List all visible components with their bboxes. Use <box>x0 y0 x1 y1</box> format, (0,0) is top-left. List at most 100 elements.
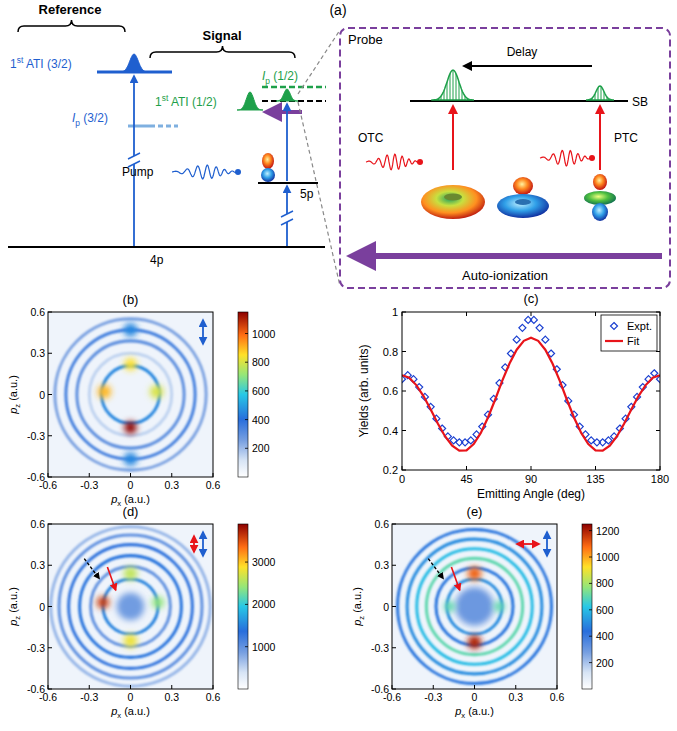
pulse-label: PTC <box>614 131 638 145</box>
tick <box>531 466 532 470</box>
spot <box>124 421 136 433</box>
tick <box>48 606 52 607</box>
level-label: SB <box>632 95 648 109</box>
peak-stripes <box>586 84 613 100</box>
tick <box>213 473 214 477</box>
colorbar-label: 1000 <box>596 551 620 563</box>
arrow <box>464 65 592 67</box>
colorbar-label: 400 <box>596 630 614 642</box>
text-part: (a.u.) <box>7 375 19 404</box>
pulse <box>366 154 420 170</box>
level-label: 4p <box>150 253 164 267</box>
peak <box>119 54 149 72</box>
level-label: 1st ATI (3/2) <box>10 55 72 71</box>
annotation-arrow <box>428 559 443 579</box>
spot <box>124 323 138 337</box>
tick <box>48 394 52 395</box>
colorbar-label: 800 <box>596 577 614 589</box>
tick <box>48 435 52 436</box>
tick-label: 0.8 <box>383 346 398 358</box>
line <box>462 68 463 100</box>
ring <box>55 319 206 470</box>
line <box>613 84 614 100</box>
ring <box>407 539 542 674</box>
axis-title: px (a.u.) <box>110 705 150 720</box>
text-part: (a.u.) <box>465 705 494 717</box>
tick-label: -0.3 <box>80 479 98 491</box>
tick <box>402 391 406 392</box>
tick <box>48 685 49 689</box>
colorbar-label: 2000 <box>252 598 276 610</box>
tick <box>402 351 406 352</box>
zoom-line <box>298 30 340 94</box>
spot <box>494 601 505 612</box>
data-point <box>513 336 520 343</box>
text-part: (3/2) <box>80 111 108 125</box>
polarization-icon <box>517 543 539 545</box>
spot <box>124 358 136 370</box>
tick-label: 0.2 <box>383 464 398 476</box>
colorbar-tick <box>589 662 592 663</box>
orbital <box>421 185 485 219</box>
tick <box>48 565 52 566</box>
tick-label: 0.6 <box>550 691 565 703</box>
brace <box>150 46 295 58</box>
line <box>281 219 293 225</box>
tick-label: 0 <box>128 691 134 703</box>
orbital-lobe <box>513 177 533 195</box>
legend-label: Fit <box>627 335 639 347</box>
image-background <box>48 524 213 689</box>
line <box>468 68 469 100</box>
tick <box>48 477 52 478</box>
tick <box>130 473 131 477</box>
tick <box>213 685 214 689</box>
tick-label: 0.3 <box>164 691 179 703</box>
pulse-label: Pump <box>122 165 154 179</box>
tick-label: 0.3 <box>164 479 179 491</box>
group-title: Reference <box>39 2 102 17</box>
ring <box>89 353 172 436</box>
tick <box>474 685 475 689</box>
colorbar-tick <box>589 530 592 531</box>
colorbar-tick <box>589 583 592 584</box>
colorbar-label: 600 <box>596 604 614 616</box>
tick <box>48 524 52 525</box>
line <box>133 76 135 156</box>
tick-label: -0.3 <box>27 430 45 442</box>
colorbar-label: 1000 <box>252 641 276 653</box>
level <box>262 86 326 89</box>
tick-label: -0.3 <box>80 691 98 703</box>
line <box>474 68 475 100</box>
ring <box>69 545 193 669</box>
line <box>444 68 445 100</box>
tick <box>48 353 52 354</box>
text-part: (a.u.) <box>351 587 363 616</box>
arrow <box>352 253 662 259</box>
image-background <box>48 312 213 477</box>
fit-line <box>402 338 660 451</box>
spot <box>150 385 164 399</box>
colorbar-label: 1200 <box>596 525 620 537</box>
spot <box>468 635 482 649</box>
zoom-line <box>298 102 340 286</box>
image-frame <box>392 524 557 689</box>
tick-label: 0 <box>128 479 134 491</box>
peak <box>237 92 263 110</box>
tick-label: -0.6 <box>27 683 45 695</box>
tick-label: 0 <box>39 601 45 613</box>
text-part: ATI (1/2) <box>168 95 216 109</box>
colorbar <box>582 524 592 689</box>
tick <box>656 430 660 431</box>
colorbar-label: 1000 <box>252 328 276 340</box>
colorbar <box>238 312 248 477</box>
polarization-icon <box>202 320 204 344</box>
line <box>432 68 433 100</box>
peak <box>276 89 298 101</box>
pulse <box>172 165 238 179</box>
colorbar-label: 3000 <box>252 556 276 568</box>
tick-label: 0.6 <box>30 306 45 318</box>
tick-label: 0.3 <box>30 347 45 359</box>
legend-swatch <box>611 323 618 330</box>
panel-label: (b) <box>123 292 139 307</box>
text-part: (a.u.) <box>121 705 150 717</box>
